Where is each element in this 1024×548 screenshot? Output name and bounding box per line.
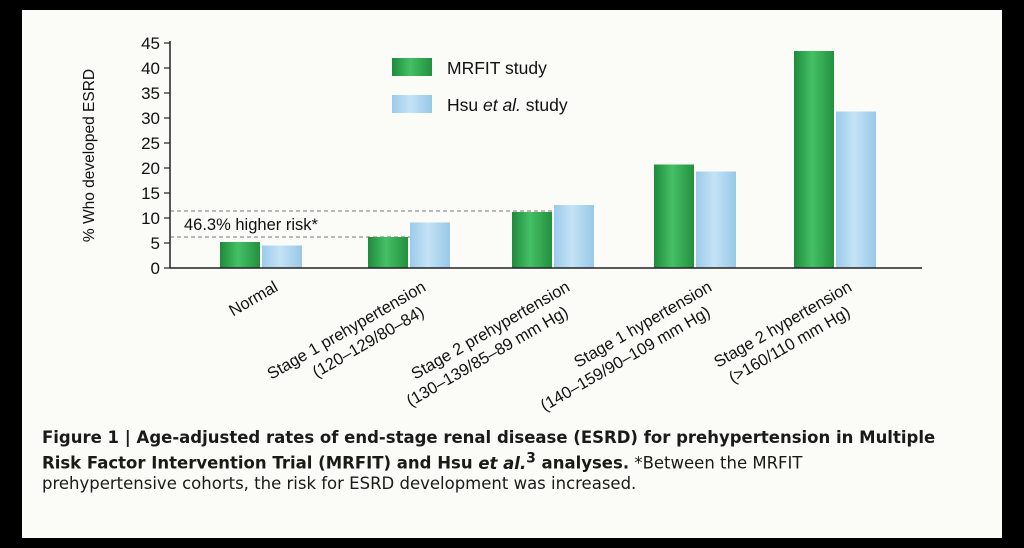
legend-label-part: MRFIT study <box>447 58 547 78</box>
bar-mrfit-4 <box>794 51 834 268</box>
legend-label-part: et al. <box>483 95 521 115</box>
legend-label-hsu: Hsu et al. study <box>447 95 568 115</box>
y-tick-label-20: 20 <box>141 159 160 178</box>
y-tick-label-35: 35 <box>141 84 160 103</box>
y-tick-label-30: 30 <box>141 109 160 128</box>
bar-mrfit-1 <box>368 237 408 268</box>
bar-hsu-3 <box>696 171 736 268</box>
caption-rest: *Between the MRFIT prehypertensive cohor… <box>42 453 803 493</box>
caption-bold-2: analyses. <box>535 453 630 473</box>
x-category-line: Normal <box>226 278 281 320</box>
x-category-label-4: Stage 2 hypertension(>160/110 mm Hg) <box>711 278 866 390</box>
bar-hsu-1 <box>410 222 450 268</box>
y-tick-label-45: 45 <box>141 34 160 53</box>
y-tick-label-5: 5 <box>151 234 160 253</box>
bar-mrfit-3 <box>654 164 694 268</box>
figure-caption: Figure 1 | Age-adjusted rates of end-sta… <box>42 428 942 494</box>
y-tick-label-0: 0 <box>151 259 160 278</box>
annotation-text: 46.3% higher risk* <box>184 216 318 234</box>
caption-reference: 3 <box>526 450 536 466</box>
legend-swatch-hsu <box>392 95 432 113</box>
bar-chart: 46.3% higher risk* 0 5 10 15 20 25 30 35 40 45 % Wh… <box>81 34 922 415</box>
caption-italic-et-al: et al. <box>478 453 527 473</box>
bar-hsu-0 <box>262 245 302 268</box>
bar-hsu-4 <box>836 111 876 268</box>
x-category-label-1: Stage 1 prehypertension(120–129/80–84) <box>264 278 439 402</box>
x-category-label-0: Normal <box>226 278 281 320</box>
legend-swatch-mrfit <box>392 58 432 76</box>
y-tick-label-25: 25 <box>141 134 160 153</box>
legend-label-part: study <box>521 95 568 115</box>
bar-mrfit-2 <box>512 212 552 268</box>
figure-frame: 46.3% higher risk* 0 5 10 15 20 25 30 35 40 45 % Wh… <box>22 10 1002 538</box>
legend-label-part: Hsu <box>447 95 483 115</box>
y-axis-label: % Who developed ESRD <box>81 69 98 242</box>
caption-bold-1: Figure 1 | Age-adjusted rates of end-sta… <box>42 428 936 473</box>
bar-hsu-2 <box>554 205 594 268</box>
y-tick-label-10: 10 <box>141 209 160 228</box>
bar-mrfit-0 <box>220 242 260 268</box>
y-tick-label-15: 15 <box>141 184 160 203</box>
y-tick-label-40: 40 <box>141 59 160 78</box>
legend-label-mrfit: MRFIT study <box>447 58 547 78</box>
